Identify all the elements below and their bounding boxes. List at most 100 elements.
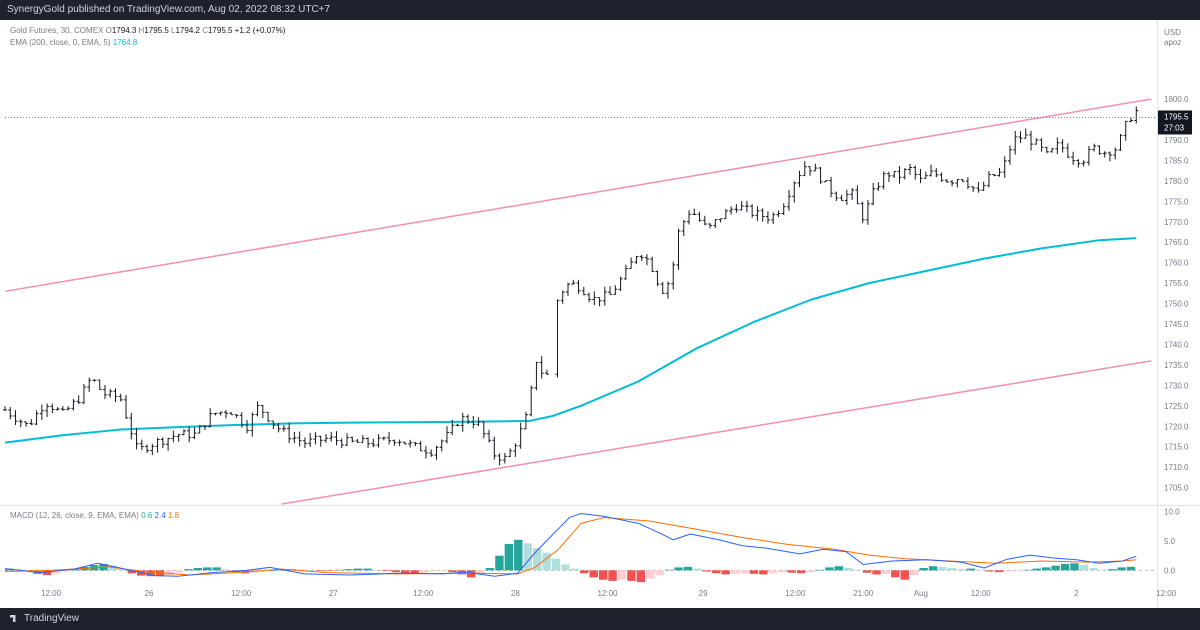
- macd-histogram-bar: [1051, 565, 1060, 571]
- last-price-label: 1795.5: [1164, 112, 1189, 121]
- macd-histogram-bar: [1117, 567, 1126, 571]
- footer-bar: TradingView: [0, 608, 1200, 630]
- macd-histogram-bar: [542, 552, 551, 571]
- time-tick-label: 12:00: [1156, 589, 1177, 598]
- macd-histogram-bar: [391, 570, 400, 573]
- macd-histogram-bar: [146, 570, 155, 577]
- macd-histogram-bar: [853, 570, 862, 571]
- ema-line: [4, 237, 1137, 444]
- macd-histogram-bar: [202, 567, 212, 571]
- macd-histogram-bar: [608, 570, 617, 581]
- macd-histogram-bar: [485, 567, 495, 571]
- macd-histogram-bar: [334, 569, 344, 571]
- macd-histogram-bar: [1079, 565, 1089, 571]
- macd-histogram-bar: [268, 570, 278, 571]
- macd-histogram-bar: [1004, 570, 1013, 572]
- channel-lower-line: [281, 360, 1152, 505]
- macd-histogram-bar: [61, 570, 70, 572]
- macd-histogram-bar: [495, 555, 504, 571]
- macd-histogram-bar: [749, 570, 759, 574]
- publish-bar: SynergyGold published on TradingView.com…: [0, 0, 1200, 20]
- macd-histogram-bar: [617, 570, 627, 580]
- price-tick-label: 1800.0: [1164, 95, 1189, 104]
- countdown-label: 27:03: [1164, 123, 1185, 132]
- macd-histogram-bar: [740, 570, 749, 574]
- macd-histogram-bar: [504, 543, 514, 571]
- price-tick-label: 1770.0: [1164, 218, 1189, 227]
- macd-histogram-bar: [1060, 563, 1070, 571]
- macd-histogram-bar: [1013, 570, 1023, 571]
- time-tick-label: 21:00: [853, 589, 874, 598]
- macd-histogram-bar: [42, 570, 52, 576]
- macd-histogram-bar: [382, 570, 391, 571]
- time-tick-label: 26: [145, 589, 154, 598]
- currency-label: USD: [1164, 28, 1181, 37]
- macd-histogram-bar: [646, 570, 655, 579]
- macd-histogram-bar: [702, 570, 712, 572]
- symbol-label: Gold Futures, 30, COMEX: [10, 26, 104, 35]
- macd-histogram-bar: [664, 569, 674, 571]
- macd-histogram-bar: [712, 570, 721, 574]
- macd-histogram-bar: [523, 543, 532, 571]
- time-tick-label: 12:00: [413, 589, 434, 598]
- open-label: O: [105, 26, 112, 35]
- time-tick-label: 29: [699, 589, 708, 598]
- time-tick-label: 12:00: [785, 589, 806, 598]
- macd-histogram-bar: [127, 570, 136, 574]
- macd-histogram-bar: [410, 570, 419, 574]
- macd-histogram-bar: [985, 570, 994, 572]
- macd-histogram-bar: [834, 566, 844, 571]
- price-tick-label: 1755.0: [1164, 279, 1189, 288]
- price-tick-label: 1780.0: [1164, 177, 1189, 186]
- macd-histogram-bar: [891, 570, 900, 578]
- macd-histogram-bar: [815, 569, 825, 571]
- macd-histogram-bar: [561, 564, 570, 571]
- ema-row: EMA (200, close, 0, EMA, 5) 1764.8: [10, 37, 285, 49]
- price-tick-label: 1775.0: [1164, 197, 1189, 206]
- macd-histogram-bar: [655, 570, 664, 576]
- tradingview-logo[interactable]: TradingView: [10, 613, 79, 624]
- macd-histogram-bar: [598, 570, 608, 580]
- price-tick-label: 1750.0: [1164, 300, 1189, 309]
- macd-histogram-bar: [1126, 566, 1136, 571]
- macd-histogram-bar: [306, 570, 316, 571]
- tradingview-icon: [10, 615, 16, 622]
- macd-histogram-bar: [674, 567, 683, 571]
- high-label: H: [138, 26, 145, 35]
- macd-histogram-bar: [1098, 569, 1107, 571]
- macd-histogram-bar: [70, 569, 80, 571]
- macd-histogram-bar: [570, 568, 580, 571]
- macd-histogram-bar: [1089, 567, 1098, 571]
- price-tick-label: 1730.0: [1164, 381, 1189, 390]
- macd-histogram-bar: [825, 567, 834, 571]
- price-tick-label: 1735.0: [1164, 361, 1189, 370]
- macd-histogram-bar: [165, 570, 174, 576]
- time-tick-label: Aug: [914, 589, 928, 598]
- macd-histogram-bar: [372, 569, 382, 571]
- price-tick-label: 1785.0: [1164, 156, 1189, 165]
- unit-label: apoz: [1164, 38, 1181, 47]
- macd-histogram-bar: [636, 570, 646, 583]
- macd-histogram-bar: [174, 570, 184, 573]
- macd-histogram-bar: [928, 566, 938, 571]
- macd-histogram-bar: [1107, 569, 1117, 571]
- open-value: 1794.3: [111, 26, 137, 35]
- macd-histogram-bar: [844, 567, 853, 571]
- macd-histogram-bar: [118, 569, 127, 571]
- macd-histogram-bar: [52, 570, 61, 574]
- macd-histogram-bar: [193, 567, 202, 571]
- price-tick-label: 1715.0: [1164, 443, 1189, 452]
- macd-histogram-bar: [957, 569, 966, 571]
- time-tick-label: 28: [511, 589, 520, 598]
- macd-histogram-bar: [532, 548, 542, 571]
- price-tick-label: 1745.0: [1164, 320, 1189, 329]
- macd-histogram-bar: [400, 570, 410, 574]
- price-tick-label: 1790.0: [1164, 136, 1189, 145]
- macd-signal-line: [4, 517, 1137, 576]
- macd-tick-label: 10.0: [1164, 508, 1180, 517]
- macd-histogram-bar: [184, 569, 193, 571]
- channel-upper-line: [4, 98, 1152, 293]
- macd-histogram-bar: [730, 570, 740, 574]
- macd-histogram-bar: [438, 570, 448, 571]
